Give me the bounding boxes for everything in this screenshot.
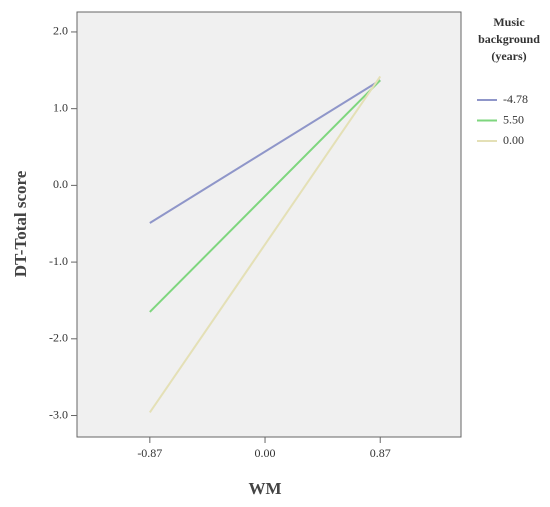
y-tick-label: 0.0 bbox=[53, 177, 68, 191]
series-line bbox=[149, 79, 381, 313]
y-tick-label: -1.0 bbox=[49, 254, 68, 268]
legend-label: -4.78 bbox=[503, 92, 528, 106]
legend-label: 0.00 bbox=[503, 133, 524, 147]
plot-area bbox=[76, 11, 462, 438]
legend-label: 5.50 bbox=[503, 112, 524, 126]
series-line bbox=[149, 75, 382, 414]
x-tick-label: 0.87 bbox=[370, 446, 391, 460]
y-tick-label: 2.0 bbox=[53, 24, 68, 38]
y-axis-label: DT-Total score bbox=[11, 170, 30, 277]
series-line bbox=[149, 79, 381, 224]
y-tick-label: 1.0 bbox=[53, 100, 68, 114]
y-tick-label: -2.0 bbox=[49, 331, 68, 345]
x-axis-label: WM bbox=[248, 479, 281, 498]
x-tick-label: -0.87 bbox=[137, 446, 162, 460]
y-tick-label: -3.0 bbox=[49, 407, 68, 421]
legend-title: Music background (years) bbox=[478, 15, 540, 63]
x-tick-label: 0.00 bbox=[255, 446, 276, 460]
